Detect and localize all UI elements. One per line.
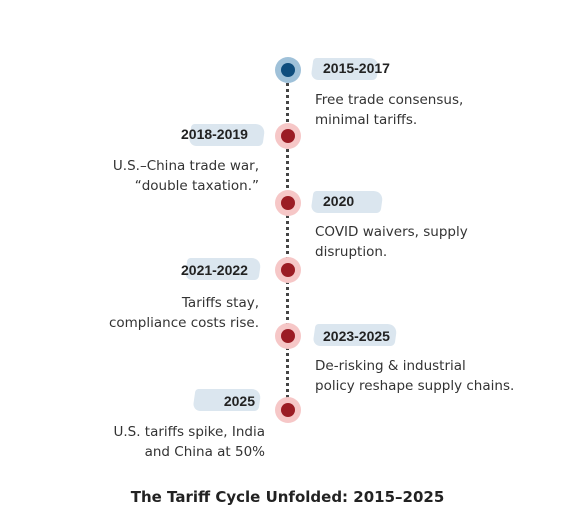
description-line: policy reshape supply chains.	[315, 378, 515, 394]
timeline-node	[275, 257, 301, 283]
timeline-node	[275, 123, 301, 149]
description-line: minimal tariffs.	[315, 112, 418, 128]
description-line: compliance costs rise.	[108, 315, 259, 331]
description-line: and China at 50%	[144, 444, 265, 460]
event-description: Tariffs stay, compliance costs rise.	[109, 293, 259, 333]
description-line: U.S. tariffs spike, India	[113, 424, 265, 440]
description-line: “double taxation.”	[134, 178, 259, 194]
diagram-title: The Tariff Cycle Unfolded: 2015–2025	[130, 488, 445, 506]
event-description: COVID waivers, supply disruption.	[315, 222, 468, 262]
timeline-node-core	[281, 403, 295, 417]
event-description: De-risking & industrial policy reshape s…	[315, 356, 514, 396]
timeline-node	[275, 397, 301, 423]
event-year: 2015-2017	[323, 60, 390, 76]
description-line: Free trade consensus,	[315, 92, 464, 108]
event-description: U.S.–China trade war, “double taxation.”	[113, 156, 259, 196]
timeline-node-core	[281, 129, 295, 143]
description-line: De-risking & industrial	[315, 358, 466, 374]
timeline-connector	[286, 70, 289, 410]
timeline-node	[275, 190, 301, 216]
timeline-node-core	[281, 329, 295, 343]
event-year: 2023-2025	[323, 328, 390, 344]
event-year: 2021-2022	[181, 262, 248, 278]
event-description: Free trade consensus, minimal tariffs.	[315, 90, 463, 130]
timeline-node	[275, 57, 301, 83]
description-line: Tariffs stay,	[181, 295, 259, 311]
event-description: U.S. tariffs spike, India and China at 5…	[113, 422, 265, 462]
description-line: disruption.	[315, 244, 388, 260]
event-year: 2025	[223, 393, 255, 409]
event-year: 2018-2019	[181, 126, 248, 142]
timeline-node-core	[281, 196, 295, 210]
timeline-node	[275, 323, 301, 349]
timeline-node-core	[281, 263, 295, 277]
timeline-node-core	[281, 63, 295, 77]
description-line: U.S.–China trade war,	[112, 158, 259, 174]
event-year: 2020	[323, 193, 355, 209]
description-line: COVID waivers, supply	[315, 224, 468, 240]
